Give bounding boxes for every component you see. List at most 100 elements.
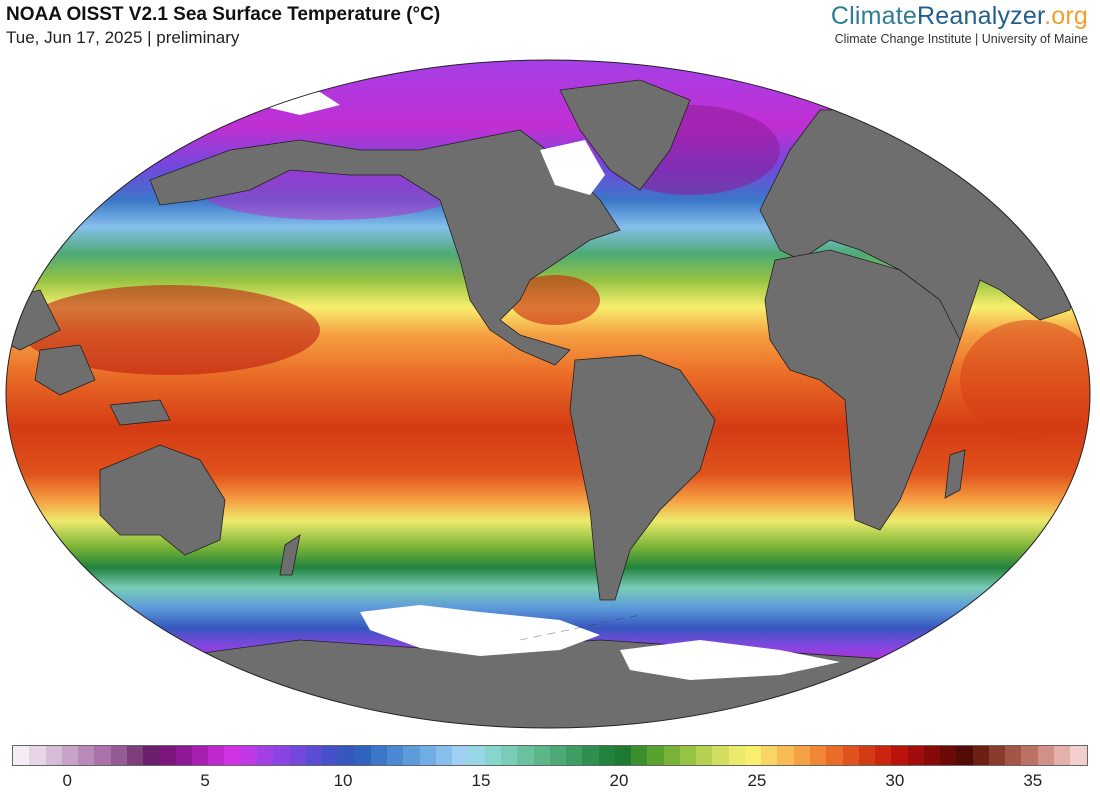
- colorbar-swatch: [923, 746, 941, 765]
- colorbar-swatch: [614, 746, 632, 765]
- colorbar-swatch: [1005, 746, 1022, 765]
- colorbar-tick-label: 30: [885, 771, 905, 790]
- land-south-america: [569, 354, 716, 601]
- colorbar-swatch: [61, 746, 79, 765]
- colorbar-swatch: [696, 746, 713, 765]
- west-pacific-warm-pool: [20, 285, 320, 375]
- colorbar-swatch: [777, 746, 794, 765]
- sea-ice: [270, 92, 840, 680]
- colorbar-swatch: [45, 746, 62, 765]
- colorbar-swatch: [566, 746, 583, 765]
- colorbar-swatch: [387, 746, 404, 765]
- sea-ice-antarctic: [360, 605, 600, 656]
- colorbar-swatch: [500, 746, 518, 765]
- land-antarctica: [6, 639, 1090, 728]
- colorbar-swatch: [94, 746, 111, 765]
- colorbar-swatch: [435, 746, 453, 765]
- colorbar-tick-label: 20: [609, 771, 629, 790]
- brand-name-part2: Reanalyzer: [917, 2, 1045, 30]
- temperature-colorbar: [12, 745, 1088, 766]
- colorbar-swatch: [143, 746, 160, 765]
- colorbar-swatch: [240, 746, 257, 765]
- colorbar-swatch: [712, 746, 729, 765]
- land-australia: [99, 444, 226, 556]
- colorbar-swatch: [988, 746, 1006, 765]
- colorbar-swatch: [1054, 746, 1071, 765]
- brand-name-part3: .org: [1044, 2, 1088, 30]
- colorbar-swatch: [761, 746, 778, 765]
- land-new-zealand: [279, 534, 301, 576]
- colorbar-swatch: [728, 746, 745, 765]
- colorbar-swatch: [826, 746, 843, 765]
- colorbar-swatch: [452, 746, 469, 765]
- colorbar-swatch: [598, 746, 615, 765]
- colorbar-swatch: [582, 746, 599, 765]
- colorbar-tick-label: 5: [200, 771, 210, 790]
- colorbar-swatch: [842, 746, 859, 765]
- colorbar-swatch: [289, 746, 306, 765]
- colorbar-swatch: [159, 746, 176, 765]
- colorbar-swatch: [793, 746, 811, 765]
- colorbar-swatch: [273, 746, 290, 765]
- colorbar-swatch: [338, 746, 355, 765]
- colorbar-swatch: [468, 746, 485, 765]
- land-madagascar: [944, 449, 966, 499]
- colorbar-swatch: [305, 746, 323, 765]
- colorbar-swatch: [875, 746, 892, 765]
- land-indonesia: [34, 344, 96, 396]
- colorbar-swatch: [679, 746, 697, 765]
- colorbar-tick-label: 15: [471, 771, 491, 790]
- colorbar-swatch: [810, 746, 827, 765]
- colorbar-tick-label: 0: [62, 771, 72, 790]
- brand-name-part1: Climate: [830, 2, 918, 30]
- sea-ice-hudson-bay: [540, 140, 605, 195]
- colorbar-swatch: [354, 746, 371, 765]
- colorbar-ticks: 0 5 10 15 20 25 30 35: [0, 771, 1100, 793]
- colorbar-swatch: [110, 746, 127, 765]
- gulf-of-mexico-warm: [510, 275, 600, 325]
- colorbar-tick-label: 25: [747, 771, 767, 790]
- colorbar-swatch: [631, 746, 648, 765]
- colorbar-swatch: [663, 746, 680, 765]
- colorbar-swatch: [858, 746, 876, 765]
- colorbar-swatch: [322, 746, 339, 765]
- colorbar-swatch: [224, 746, 241, 765]
- colorbar-swatch: [419, 746, 436, 765]
- colorbar-swatch: [891, 746, 908, 765]
- land-greenland: [559, 79, 691, 191]
- colorbar-tick-label: 35: [1023, 771, 1043, 790]
- colorbar-swatch: [907, 746, 924, 765]
- colorbar-swatch: [972, 746, 989, 765]
- colorbar-swatch: [549, 746, 567, 765]
- colorbar-swatch: [940, 746, 957, 765]
- colorbar-swatch: [256, 746, 274, 765]
- colorbar-swatch: [956, 746, 973, 765]
- colorbar-swatch: [744, 746, 762, 765]
- colorbar-swatch: [208, 746, 225, 765]
- colorbar-swatch: [517, 746, 534, 765]
- colorbar-swatch: [1021, 746, 1038, 765]
- colorbar-swatch: [126, 746, 144, 765]
- land-north-america: [149, 129, 621, 366]
- colorbar-swatch: [533, 746, 550, 765]
- colorbar-swatch: [175, 746, 192, 765]
- colorbar-swatch: [1070, 746, 1087, 765]
- brand-tagline: Climate Change Institute | University of…: [834, 32, 1088, 46]
- globe-outline: [5, 59, 1091, 729]
- colorbar-swatch: [403, 746, 420, 765]
- map-title: NOAA OISST V2.1 Sea Surface Temperature …: [6, 4, 441, 25]
- colorbar-swatch: [29, 746, 46, 765]
- colorbar-swatch: [191, 746, 209, 765]
- sst-world-map: [5, 59, 1091, 729]
- map-subtitle: Tue, Jun 17, 2025 | preliminary: [6, 28, 240, 47]
- colorbar-swatch: [13, 746, 30, 765]
- brand-logo[interactable]: ClimateReanalyzer.org: [831, 2, 1088, 31]
- colorbar-swatch: [78, 746, 95, 765]
- colorbar-tick-label: 10: [333, 771, 353, 790]
- land-africa: [764, 249, 961, 531]
- colorbar-swatch: [1037, 746, 1054, 765]
- colorbar-swatch: [647, 746, 664, 765]
- colorbar-swatch: [370, 746, 388, 765]
- indian-ocean-warm: [960, 320, 1090, 440]
- colorbar-swatch: [484, 746, 501, 765]
